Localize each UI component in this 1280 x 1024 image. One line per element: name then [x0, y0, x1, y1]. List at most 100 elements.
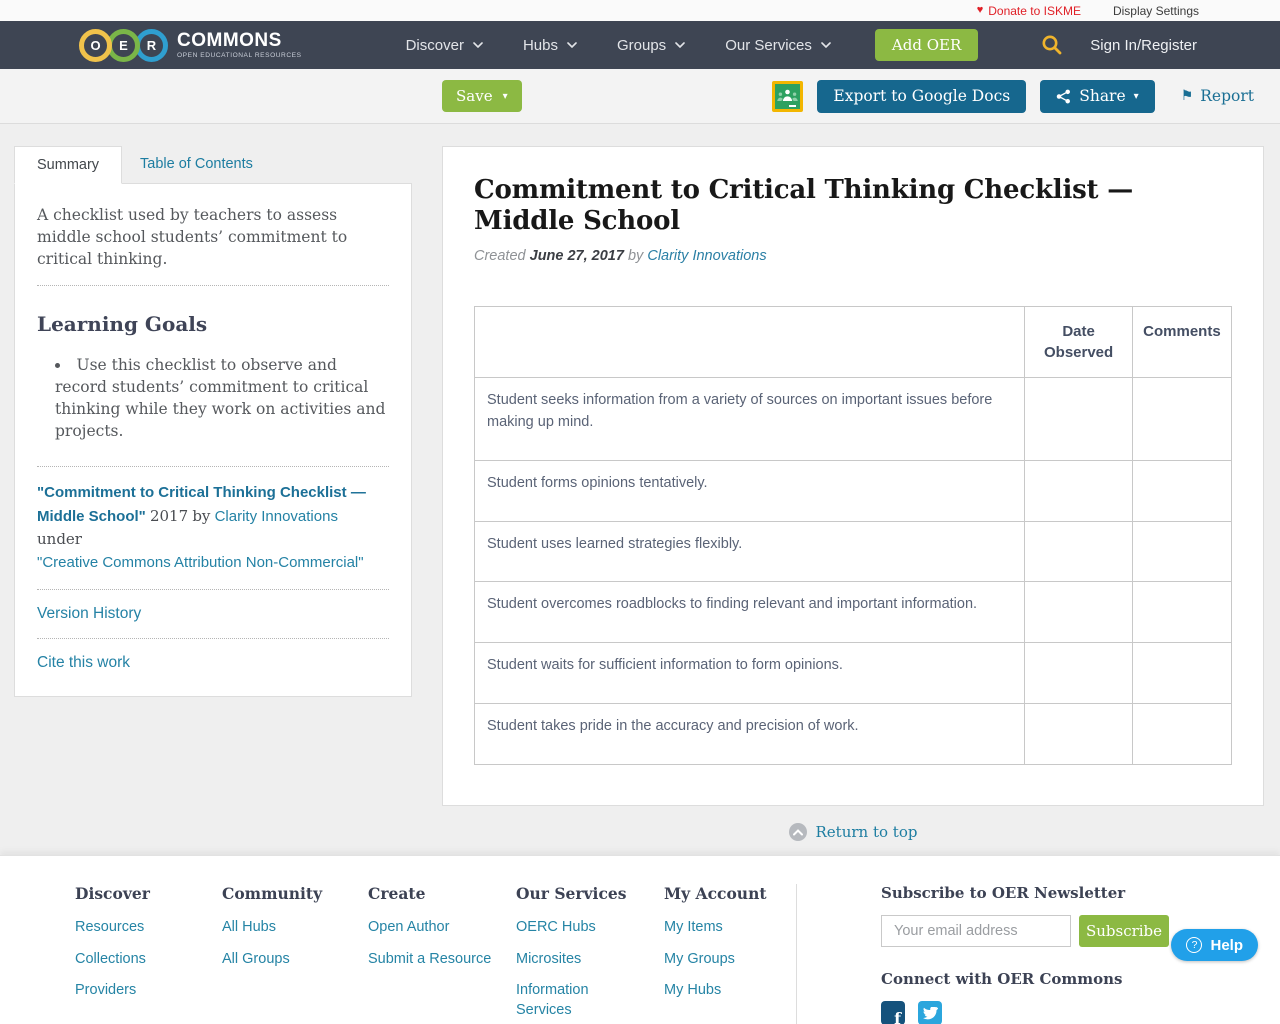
nav-menu-item[interactable]: Hubs [523, 37, 577, 54]
table-row: Student overcomes roadblocks to finding … [473, 581, 1233, 644]
footer-col-my-account: My Account My Items My Groups My Hubs [664, 884, 784, 1024]
table-header-row: Date Observed Comments [473, 306, 1233, 379]
search-button[interactable] [1041, 34, 1063, 56]
statement-cell: Student forms opinions tentatively. [473, 459, 1026, 522]
export-google-docs-button[interactable]: Export to Google Docs [817, 79, 1027, 113]
resource-byline: Created June 27, 2017 by Clarity Innovat… [474, 248, 767, 265]
learning-goals-heading: Learning Goals [37, 312, 208, 336]
email-input[interactable] [881, 915, 1071, 947]
add-oer-button[interactable]: Add OER [874, 29, 979, 61]
logo-rings: O E R [79, 28, 168, 62]
caret-down-icon: ▾ [1133, 90, 1139, 102]
summary-panel: A checklist used by teachers to assess m… [14, 183, 412, 697]
chevron-down-icon [821, 42, 831, 48]
heart-icon: ♥ [976, 4, 984, 16]
divider [37, 638, 389, 639]
statement-cell: Student overcomes roadblocks to finding … [473, 581, 1026, 644]
license-name-link[interactable]: "Creative Commons Attribution Non-Commer… [37, 553, 364, 571]
nav-menu-item[interactable]: Our Services [725, 37, 831, 54]
caret-down-icon: ▾ [502, 90, 508, 102]
footer-link[interactable]: Resources [75, 919, 145, 935]
footer-heading: Create [368, 884, 426, 903]
chevron-down-icon [567, 42, 577, 48]
footer-heading: Community [222, 884, 323, 903]
footer-link[interactable]: Collections [75, 950, 146, 967]
save-button[interactable]: Save ▾ [442, 80, 522, 112]
footer-link[interactable]: Submit a Resource [368, 950, 492, 967]
footer-link[interactable]: My Items [664, 919, 723, 935]
table-row: Student seeks information from a variety… [473, 377, 1233, 461]
return-to-top-link[interactable]: Return to top [442, 823, 1264, 841]
footer-heading: My Account [664, 884, 767, 903]
statement-cell: Student takes pride in the accuracy and … [473, 702, 1026, 765]
footer-newsletter: Subscribe to OER Newsletter Subscribe Co… [881, 884, 1169, 1024]
footer-link[interactable]: Information Services [516, 982, 589, 1018]
statement-cell: Student waits for sufficient information… [473, 642, 1026, 704]
nav-menu-item[interactable]: Discover [406, 37, 483, 54]
comments-cell [1131, 702, 1233, 765]
logo-title: COMMONS [177, 29, 282, 51]
google-classroom-icon [775, 83, 801, 109]
footer-link[interactable]: OERC Hubs [516, 919, 596, 935]
tab-table-of-contents[interactable]: Table of Contents [140, 156, 253, 172]
subscribe-button[interactable]: Subscribe [1079, 915, 1169, 947]
footer-link[interactable]: Providers [75, 982, 137, 999]
sign-in-register-link[interactable]: Sign In/Register [1090, 36, 1197, 54]
checklist-table: Date Observed Comments Student seeks inf… [473, 306, 1233, 765]
cite-this-work-link[interactable]: Cite this work [37, 654, 131, 671]
resource-description: A checklist used by teachers to assess m… [37, 206, 348, 268]
share-icon [1056, 89, 1071, 103]
learning-goals-list: Use this checklist to observe and record… [37, 354, 389, 442]
divider [37, 285, 389, 286]
connect-heading: Connect with OER Commons [881, 970, 1123, 988]
donate-label: Donate to ISKME [988, 3, 1081, 18]
statement-cell: Student uses learned strategies flexibly… [473, 520, 1026, 583]
newsletter-heading: Subscribe to OER Newsletter [881, 884, 1126, 902]
nav-menu: Discover Hubs Groups Our Services [406, 37, 831, 54]
comments-cell [1131, 642, 1233, 704]
display-settings-link[interactable]: Display Settings [1112, 3, 1199, 18]
statement-cell: Student seeks information from a variety… [473, 377, 1026, 461]
license-resource-title-link[interactable]: "Commitment to Critical Thinking Checkli… [37, 484, 366, 525]
sidebar-tabs: Summary Table of Contents [14, 146, 412, 184]
learning-goal-item: Use this checklist to observe and record… [55, 354, 389, 442]
logo-subtitle: OPEN EDUCATIONAL RESOURCES [177, 51, 302, 59]
share-button[interactable]: Share ▾ [1040, 79, 1155, 113]
facebook-icon[interactable]: f [881, 1001, 905, 1024]
divider [37, 589, 389, 590]
date-observed-cell [1024, 459, 1133, 522]
logo-ring-o: O [79, 28, 112, 62]
header-comments: Comments [1131, 306, 1233, 379]
date-observed-cell [1024, 581, 1133, 644]
google-classroom-button[interactable] [772, 80, 804, 112]
report-button[interactable]: ⚑ Report [1180, 87, 1254, 105]
tab-summary[interactable]: Summary [14, 146, 123, 184]
donate-link[interactable]: ♥ Donate to ISKME [977, 4, 1081, 18]
twitter-icon[interactable] [918, 1001, 942, 1024]
footer-link[interactable]: My Hubs [664, 982, 722, 999]
nav-menu-item[interactable]: Groups [617, 37, 685, 54]
resource-main-card: Commitment to Critical Thinking Checklis… [442, 146, 1264, 806]
footer-link[interactable]: Microsites [516, 950, 582, 967]
author-link[interactable]: Clarity Innovations [647, 248, 767, 265]
footer-link[interactable]: All Groups [222, 950, 290, 967]
table-row: Student uses learned strategies flexibly… [473, 520, 1233, 583]
oer-commons-logo[interactable]: O E R COMMONS OPEN EDUCATIONAL RESOURCES [79, 28, 302, 62]
date-observed-cell [1024, 377, 1133, 461]
footer-link[interactable]: All Hubs [222, 919, 276, 935]
footer-link[interactable]: Open Author [368, 919, 450, 935]
chevron-down-icon [473, 42, 483, 48]
footer-col-discover: Discover Resources Collections Providers [75, 884, 222, 1024]
chevron-up-icon [788, 823, 807, 841]
resource-action-bar: Save ▾ Export to Google [0, 69, 1280, 124]
footer-col-community: Community All Hubs All Groups [222, 884, 368, 1024]
header-blank [473, 306, 1026, 379]
site-footer: Discover Resources Collections Providers C… [0, 855, 1280, 1024]
utility-bar: ♥ Donate to ISKME Display Settings [0, 0, 1280, 21]
footer-link[interactable]: My Groups [664, 950, 735, 967]
comments-cell [1131, 459, 1233, 522]
help-button[interactable]: ? Help [1171, 929, 1258, 961]
license-author-link[interactable]: Clarity Innovations [214, 507, 338, 525]
version-history-link[interactable]: Version History [37, 605, 142, 622]
